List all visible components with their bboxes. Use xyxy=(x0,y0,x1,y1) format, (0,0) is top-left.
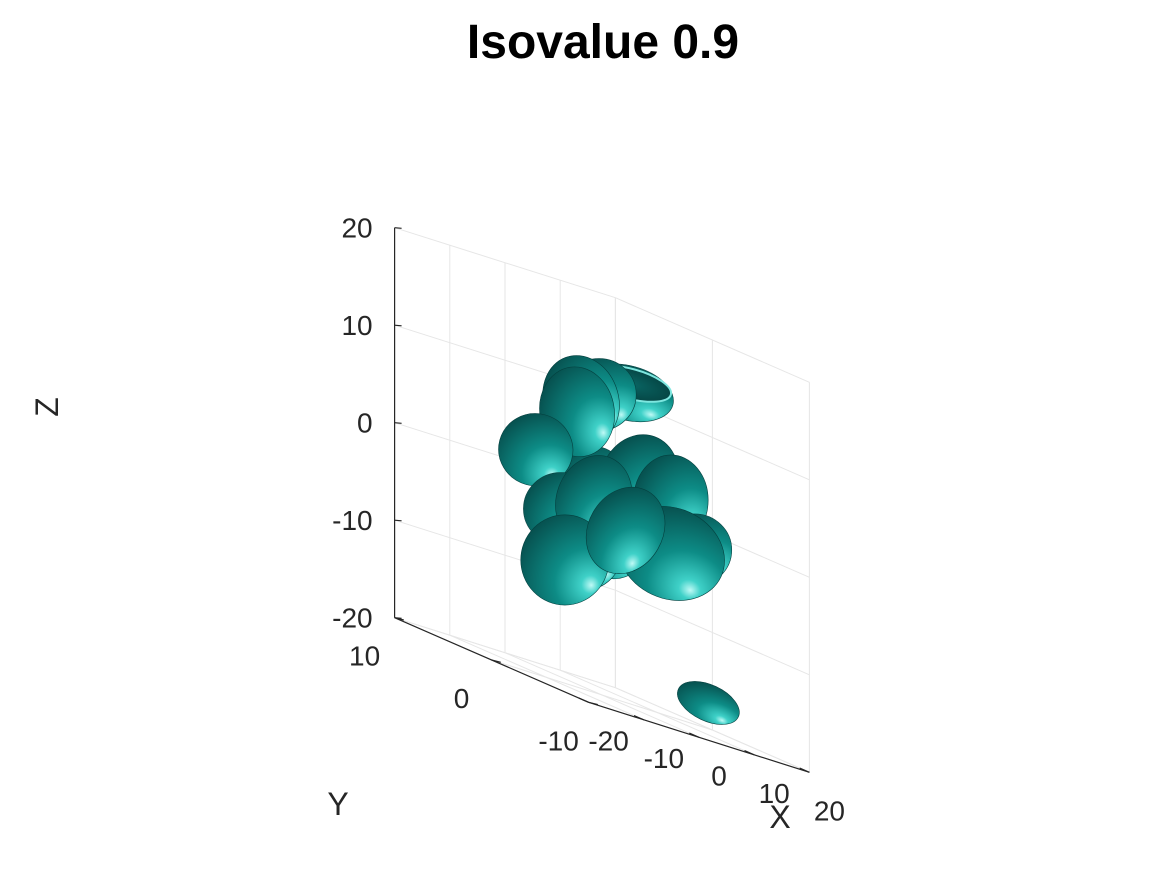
back-wall-grid-line xyxy=(394,617,616,689)
floor-grid-line xyxy=(491,659,713,731)
x-tick-label: -10 xyxy=(644,743,684,774)
blob-surface xyxy=(585,486,666,575)
axis-layer xyxy=(394,227,810,773)
y-tick-label: 0 xyxy=(454,683,470,714)
x-tick-mark xyxy=(633,715,645,721)
isosurface-blob xyxy=(498,413,574,487)
z-tick-label: -10 xyxy=(332,505,372,536)
x-tick-label: 0 xyxy=(711,760,727,791)
x-tick-label: 20 xyxy=(814,795,845,826)
isosurface-blob xyxy=(677,681,740,725)
chart-title: Isovalue 0.9 xyxy=(467,16,739,69)
y-tick-mark xyxy=(394,617,404,621)
side-wall-grid-line xyxy=(615,687,810,773)
x-tick-mark xyxy=(578,697,589,703)
y-tick-mark xyxy=(588,701,598,706)
isosurface-layer xyxy=(498,355,740,725)
x-tick-mark xyxy=(689,732,700,738)
z-tick-mark xyxy=(394,324,402,327)
blob-surface xyxy=(677,681,740,725)
x-axis-label: X xyxy=(769,799,790,835)
blob-surface xyxy=(498,413,574,487)
y-axis-line xyxy=(394,617,589,703)
isosurface-blob xyxy=(585,486,666,575)
y-tick-label: -10 xyxy=(538,725,578,756)
z-tick-mark xyxy=(394,519,402,522)
x-tick-mark xyxy=(744,750,755,756)
z-tick-mark xyxy=(394,422,402,424)
side-wall-grid-line xyxy=(615,297,810,383)
y-tick-mark xyxy=(491,659,501,663)
x-tick-label: 10 xyxy=(759,778,790,809)
label-layer: Isovalue 0.9 X Y Z -20-1001020-10010-20-… xyxy=(29,16,845,835)
side-wall-grid-line xyxy=(615,589,810,676)
y-axis-label: Y xyxy=(327,786,348,822)
z-axis-label: Z xyxy=(29,397,65,417)
back-wall-grid-line xyxy=(394,227,616,299)
z-tick-label: 10 xyxy=(341,310,372,341)
y-tick-label: 10 xyxy=(349,641,380,672)
x-tick-label: -20 xyxy=(588,725,628,756)
z-tick-label: 20 xyxy=(341,213,372,244)
z-tick-mark xyxy=(394,227,402,229)
z-tick-label: -20 xyxy=(332,603,372,634)
x-tick-mark xyxy=(799,767,810,773)
z-tick-label: 0 xyxy=(357,408,373,439)
